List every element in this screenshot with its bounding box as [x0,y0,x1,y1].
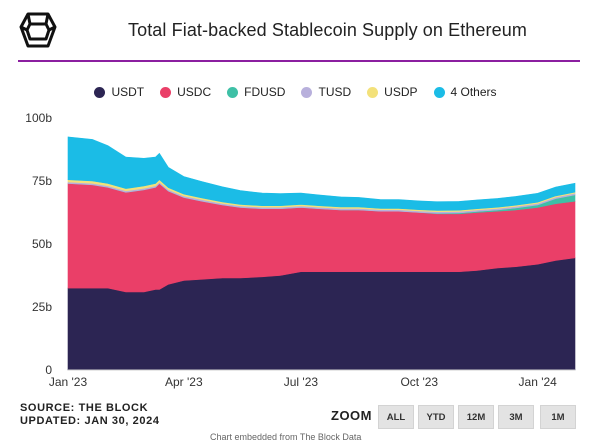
zoom-1m-button[interactable]: 1M [540,405,576,429]
legend-label: FDUSD [244,85,286,99]
legend-label: USDT [111,85,145,99]
title-divider [18,60,580,62]
legend-item-tusd[interactable]: TUSD [301,82,351,102]
legend-swatch [301,86,313,98]
legend-item-usdp[interactable]: USDP [367,82,418,102]
legend-item-usdt[interactable]: USDT [94,82,144,102]
y-tick-label: 25b [32,300,52,314]
y-tick-label: 100b [25,111,52,125]
legend-swatch [94,86,106,98]
legend-item-4-others[interactable]: 4 Others [433,82,497,102]
stacked-area-chart: 0 25b 50b 75b 100b Jan '23 Apr '23 Jul '23 Oct '… [25,111,576,389]
zoom-all-button[interactable]: ALL [378,405,414,429]
zoom-ytd-button[interactable]: YTD [418,405,454,429]
legend-label: USDP [384,85,418,99]
legend-label: TUSD [318,85,352,99]
the-block-logo-icon [19,12,57,48]
legend-item-usdc[interactable]: USDC [160,82,211,102]
chart-legend: USDT USDC FDUSD TUSD USDP 4 Others [0,82,591,102]
chart-title: Total Fiat-backed Stablecoin Supply on E… [128,20,527,40]
embed-footnote: Chart embedded from The Block Data [210,432,362,442]
series-area-4-others [67,136,576,211]
x-tick-label: Oct '23 [400,375,438,389]
zoom-label: ZOOM [331,408,372,423]
chart-header: Total Fiat-backed Stablecoin Supply on E… [0,0,591,62]
x-tick-label: Jul '23 [284,375,319,389]
zoom-3m-button[interactable]: 3M [498,405,534,429]
y-tick-label: 50b [32,237,52,251]
x-tick-label: Jan '23 [49,375,88,389]
y-tick-label: 0 [45,363,52,377]
legend-swatch [433,86,445,98]
legend-label: USDC [177,85,212,99]
legend-swatch [367,86,379,98]
legend-item-fdusd[interactable]: FDUSD [227,82,285,102]
legend-label: 4 Others [450,85,497,99]
zoom-12m-button[interactable]: 12M [458,405,494,429]
x-tick-label: Jan '24 [519,375,558,389]
updated-label: UPDATED: JAN 30, 2024 [20,415,160,427]
x-tick-label: Apr '23 [165,375,203,389]
source-info: SOURCE: THE BLOCK UPDATED: JAN 30, 2024 [20,402,160,428]
y-tick-label: 75b [32,174,52,188]
source-label: SOURCE: THE BLOCK [20,402,149,414]
legend-swatch [227,86,239,98]
legend-swatch [160,86,172,98]
